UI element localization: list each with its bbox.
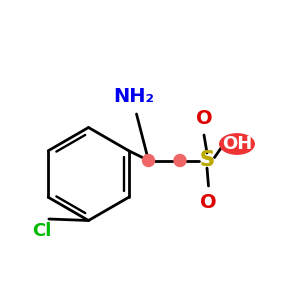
- Text: OH: OH: [222, 135, 252, 153]
- Ellipse shape: [220, 134, 254, 154]
- Text: O: O: [200, 194, 217, 212]
- Circle shape: [174, 154, 186, 166]
- Circle shape: [142, 154, 154, 166]
- Text: O: O: [196, 109, 212, 128]
- Text: S: S: [200, 151, 214, 170]
- Text: Cl: Cl: [32, 222, 51, 240]
- Text: NH₂: NH₂: [113, 88, 154, 106]
- Text: S: S: [200, 151, 214, 170]
